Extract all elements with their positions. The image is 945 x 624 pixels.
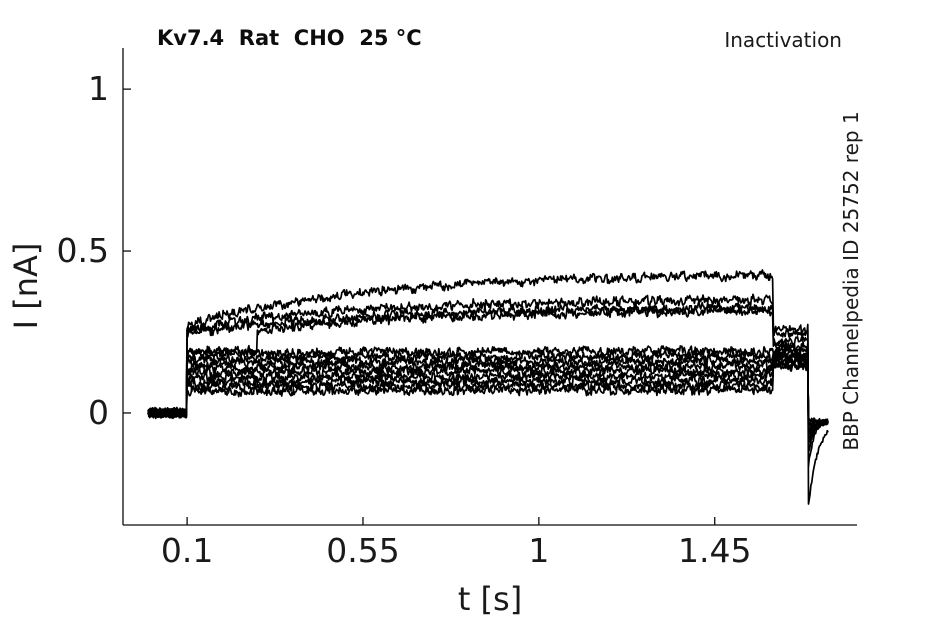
y-tick-label: 0 [88,392,109,432]
x-tick-label: 0.1 [160,531,214,570]
protocol-name-label: Inactivation [724,28,842,52]
channelpedia-id-label: BBP Channelpedia ID 25752 rep 1 [839,111,863,451]
x-tick-label: 1.45 [677,531,752,570]
trace-line [147,345,829,440]
x-tick-label: 0.55 [326,531,400,570]
x-tick-label: 1 [528,531,550,570]
trace-line [147,269,829,505]
trace-line [147,353,829,432]
axes [122,48,857,526]
y-tick-label: 0.5 [56,231,109,271]
figure-title: Kv7.4 Rat CHO 25 °C [157,26,422,50]
trace-line [147,347,829,437]
current-traces [147,269,829,505]
x-axis-label: t [s] [457,580,523,618]
trace-line [147,293,829,467]
y-tick-label: 1 [88,69,109,109]
trace-line [147,355,829,429]
